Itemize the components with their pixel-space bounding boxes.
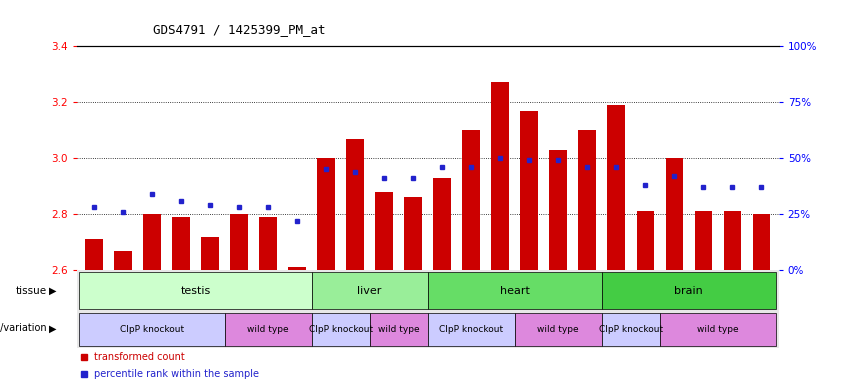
Bar — [550, 150, 567, 270]
Text: ClpP knockout: ClpP knockout — [120, 325, 184, 334]
Bar — [462, 130, 480, 270]
Bar — [231, 214, 248, 270]
Bar — [427, 313, 515, 346]
Bar — [79, 272, 311, 309]
Text: transformed count: transformed count — [94, 353, 185, 362]
Bar — [317, 158, 334, 270]
Bar — [311, 313, 369, 346]
Text: GDS4791 / 1425399_PM_at: GDS4791 / 1425399_PM_at — [153, 23, 326, 36]
Bar — [433, 178, 451, 270]
Bar — [79, 313, 225, 346]
Bar — [260, 217, 277, 270]
Bar — [288, 267, 306, 270]
Text: testis: testis — [180, 286, 211, 296]
Text: liver: liver — [357, 286, 382, 296]
Bar — [172, 217, 190, 270]
Bar — [77, 270, 779, 311]
Text: heart: heart — [500, 286, 529, 296]
Bar — [723, 211, 741, 270]
Text: ClpP knockout: ClpP knockout — [439, 325, 503, 334]
Bar — [404, 197, 422, 270]
Bar — [694, 211, 712, 270]
Text: wild type: wild type — [537, 325, 579, 334]
Bar — [665, 158, 683, 270]
Bar — [375, 192, 393, 270]
Bar — [637, 211, 654, 270]
Text: brain: brain — [674, 286, 703, 296]
Bar — [521, 111, 538, 270]
Text: ▶: ▶ — [49, 323, 56, 333]
Bar — [202, 237, 219, 270]
Bar — [369, 313, 427, 346]
Text: ClpP knockout: ClpP knockout — [598, 325, 663, 334]
Bar — [515, 313, 602, 346]
Bar — [608, 105, 625, 270]
Bar — [77, 311, 779, 348]
Bar — [660, 313, 776, 346]
Bar — [602, 272, 776, 309]
Bar — [752, 214, 770, 270]
Bar — [602, 313, 660, 346]
Bar — [85, 239, 103, 270]
Bar — [225, 313, 311, 346]
Text: tissue: tissue — [15, 286, 47, 296]
Text: percentile rank within the sample: percentile rank within the sample — [94, 369, 260, 379]
Text: ▶: ▶ — [49, 286, 56, 296]
Text: wild type: wild type — [248, 325, 288, 334]
Bar — [114, 250, 132, 270]
Text: wild type: wild type — [697, 325, 739, 334]
Bar — [311, 272, 427, 309]
Text: genotype/variation: genotype/variation — [0, 323, 47, 333]
Bar — [427, 272, 602, 309]
Text: wild type: wild type — [378, 325, 420, 334]
Text: ClpP knockout: ClpP knockout — [309, 325, 373, 334]
Bar — [491, 83, 509, 270]
Bar — [346, 139, 363, 270]
Bar — [143, 214, 161, 270]
Bar — [579, 130, 596, 270]
